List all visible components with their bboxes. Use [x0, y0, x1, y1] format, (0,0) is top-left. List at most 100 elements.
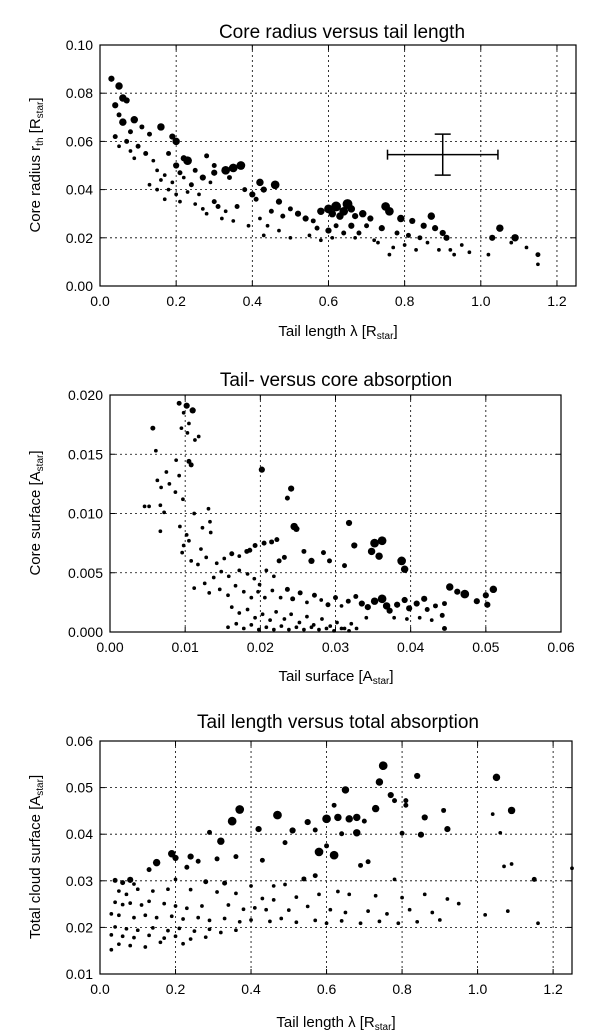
data-point — [162, 901, 167, 906]
data-point — [467, 250, 472, 255]
y-tick-label: 0.08 — [66, 85, 93, 101]
y-axis-label: Total cloud surface [Astar] — [27, 775, 46, 939]
data-point — [328, 907, 333, 912]
data-point — [272, 627, 276, 632]
data-point — [322, 814, 331, 824]
points — [109, 761, 574, 952]
data-point — [257, 582, 262, 587]
data-point — [328, 624, 333, 628]
data-point — [414, 247, 418, 252]
data-point — [324, 843, 330, 849]
x-tick-label: 0.4 — [243, 293, 263, 309]
data-point — [307, 233, 312, 238]
data-point — [387, 791, 394, 799]
data-point — [366, 909, 370, 913]
data-point — [392, 877, 397, 882]
data-point — [177, 170, 183, 176]
data-point — [377, 594, 387, 604]
data-point — [117, 144, 121, 149]
data-point — [358, 862, 364, 868]
data-point — [317, 892, 321, 897]
data-point — [452, 252, 457, 257]
data-point — [173, 877, 178, 882]
data-point — [400, 895, 404, 900]
data-point — [312, 827, 318, 833]
data-point — [187, 853, 194, 860]
data-point — [214, 856, 220, 862]
data-point — [173, 904, 178, 908]
x-axis-label: Tail length λ [Rstar] — [278, 323, 397, 342]
points — [142, 400, 498, 633]
data-point — [166, 187, 171, 192]
data-point — [219, 569, 224, 574]
data-point — [375, 778, 384, 786]
x-tick-label: 0.8 — [395, 293, 415, 309]
data-point — [399, 830, 405, 836]
plot-frame — [99, 44, 577, 287]
y-ticks: 0.01 0.02 0.03 0.04 0.05 0.06 — [66, 733, 572, 982]
data-point — [132, 915, 136, 920]
data-point — [184, 906, 189, 911]
plot-frame — [99, 740, 573, 975]
data-point — [341, 230, 347, 236]
data-point — [422, 892, 427, 897]
data-point — [262, 595, 267, 600]
data-point — [181, 941, 185, 946]
grid — [100, 45, 576, 286]
data-point — [314, 225, 320, 231]
data-point — [188, 937, 193, 941]
data-point — [531, 876, 537, 882]
data-point — [119, 118, 127, 126]
data-point — [237, 611, 242, 615]
data-point — [392, 615, 396, 620]
data-point — [320, 617, 324, 621]
x-tick-label: 0.00 — [96, 639, 123, 655]
data-point — [162, 510, 166, 515]
data-point — [273, 810, 282, 820]
data-point — [424, 607, 430, 612]
data-point — [385, 206, 394, 216]
data-point — [288, 485, 295, 492]
data-point — [377, 536, 387, 546]
data-point — [325, 602, 331, 608]
x-tick-label: 0.2 — [166, 293, 186, 309]
data-point — [187, 421, 191, 426]
data-point — [241, 589, 246, 594]
data-point — [509, 240, 514, 245]
data-point — [365, 859, 371, 865]
x-tick-label: 0.06 — [547, 639, 574, 655]
y-tick-label: 0.06 — [66, 133, 93, 149]
data-point — [154, 915, 159, 920]
data-point — [406, 605, 413, 612]
data-point — [364, 223, 370, 229]
data-point — [270, 180, 280, 190]
data-point — [139, 903, 144, 907]
data-point — [211, 199, 217, 205]
data-point — [196, 562, 200, 567]
data-point — [255, 825, 262, 833]
data-point — [454, 588, 461, 595]
data-point — [246, 223, 251, 228]
data-point — [339, 831, 345, 837]
data-point — [343, 910, 348, 915]
data-point — [294, 920, 299, 925]
data-point — [421, 814, 428, 821]
data-point — [524, 245, 529, 250]
data-point — [258, 216, 262, 221]
data-point — [234, 928, 238, 933]
data-point — [377, 919, 382, 924]
data-point — [320, 550, 326, 556]
data-point — [151, 926, 155, 930]
data-point — [185, 190, 190, 194]
data-point — [155, 168, 159, 173]
data-point — [235, 805, 245, 814]
data-point — [279, 624, 284, 628]
data-point — [402, 243, 407, 247]
x-tick-label: 0.8 — [392, 981, 412, 997]
x-tick-label: 1.2 — [543, 981, 563, 997]
data-point — [392, 798, 398, 804]
data-point — [289, 612, 294, 617]
data-point — [312, 873, 318, 879]
data-point — [287, 206, 293, 212]
data-point — [437, 247, 441, 252]
